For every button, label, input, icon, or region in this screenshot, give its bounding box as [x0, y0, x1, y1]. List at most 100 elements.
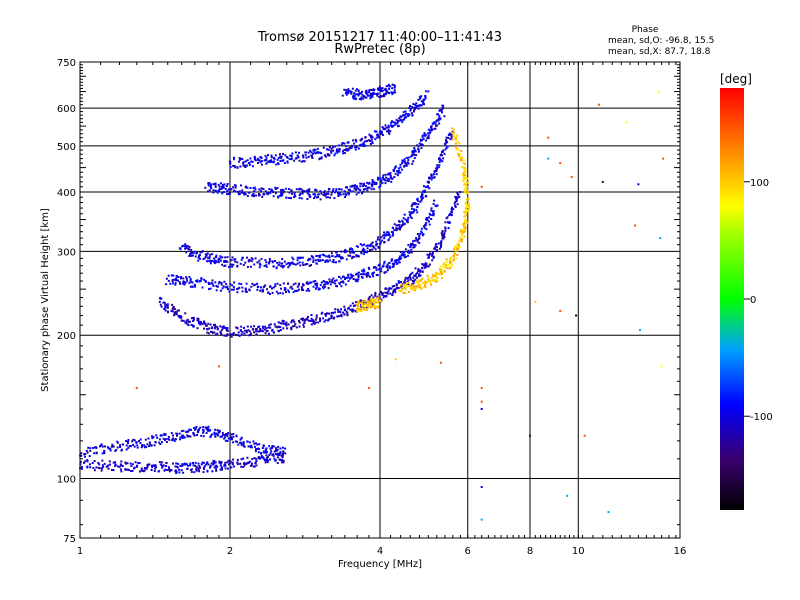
data-point [340, 285, 343, 288]
data-point [462, 231, 465, 233]
data-point [392, 169, 395, 172]
data-point [217, 189, 220, 192]
data-point [410, 107, 412, 110]
data-point [314, 280, 317, 282]
data-point [365, 309, 368, 311]
data-point [431, 129, 433, 132]
data-point [363, 303, 366, 306]
data-point [412, 285, 414, 288]
data-point [168, 470, 171, 473]
data-point [417, 98, 420, 101]
data-point [290, 157, 293, 160]
data-point [223, 265, 226, 267]
data-point [410, 112, 413, 115]
data-point [428, 263, 431, 266]
data-point [395, 118, 398, 121]
data-point [454, 137, 457, 140]
data-point [218, 188, 221, 191]
data-point [440, 245, 442, 248]
data-point [88, 455, 91, 457]
data-point [443, 266, 446, 269]
data-point [452, 256, 455, 259]
data-point [417, 104, 420, 107]
data-point [369, 94, 372, 97]
data-point [314, 188, 317, 191]
data-point [344, 277, 346, 280]
data-point [312, 322, 315, 324]
data-point [306, 191, 309, 194]
data-point [284, 447, 287, 450]
data-point [301, 189, 304, 192]
data-point [420, 280, 422, 283]
data-point [431, 210, 434, 213]
data-point [253, 325, 256, 328]
data-point [415, 237, 418, 240]
data-point [559, 309, 562, 312]
data-point [206, 429, 209, 432]
data-point [307, 258, 310, 261]
data-point [204, 186, 207, 189]
data-point [173, 278, 176, 281]
data-point [124, 461, 127, 464]
data-point [272, 454, 275, 457]
data-point [188, 282, 191, 285]
data-point [307, 288, 310, 290]
data-point [186, 467, 189, 470]
data-point [387, 124, 390, 127]
data-point [354, 89, 357, 92]
data-point [411, 207, 413, 210]
data-point [455, 246, 458, 249]
data-point [253, 284, 255, 287]
data-point [357, 89, 360, 92]
data-point [226, 256, 229, 259]
data-point [315, 282, 318, 285]
data-point [444, 221, 447, 224]
data-point [349, 254, 352, 257]
data-point [177, 279, 179, 282]
data-point [290, 262, 293, 265]
data-point [346, 313, 349, 316]
data-point [154, 441, 157, 444]
data-point [189, 285, 192, 288]
data-point [419, 232, 422, 235]
data-point [176, 432, 179, 435]
data-point [310, 151, 313, 154]
data-point [373, 130, 376, 133]
data-point [330, 151, 333, 154]
data-point [430, 173, 433, 176]
data-point [230, 333, 233, 336]
data-point [95, 446, 98, 449]
data-point [385, 270, 388, 273]
data-point [247, 260, 250, 263]
data-point [374, 306, 377, 308]
data-point [383, 271, 386, 274]
data-point [350, 92, 353, 95]
data-point [415, 280, 418, 283]
data-point [338, 276, 341, 278]
data-point [184, 321, 187, 324]
data-point [294, 195, 297, 198]
data-point [341, 257, 344, 260]
data-point [236, 461, 239, 464]
data-point [367, 302, 370, 305]
data-point [435, 280, 438, 283]
data-point [437, 242, 440, 245]
data-point [428, 212, 431, 215]
data-points-layer [79, 83, 665, 521]
data-point [301, 192, 304, 195]
data-point [411, 283, 414, 286]
data-point [342, 193, 345, 196]
data-point [410, 205, 413, 208]
data-point [406, 251, 409, 254]
data-point [239, 165, 242, 168]
data-point [362, 306, 365, 309]
data-point [186, 323, 189, 326]
data-point [453, 251, 455, 254]
data-point [434, 127, 437, 130]
data-point [281, 262, 284, 265]
data-point [253, 457, 256, 460]
data-point [242, 162, 244, 165]
data-point [412, 110, 415, 113]
data-point [405, 157, 408, 159]
data-point [144, 438, 147, 441]
